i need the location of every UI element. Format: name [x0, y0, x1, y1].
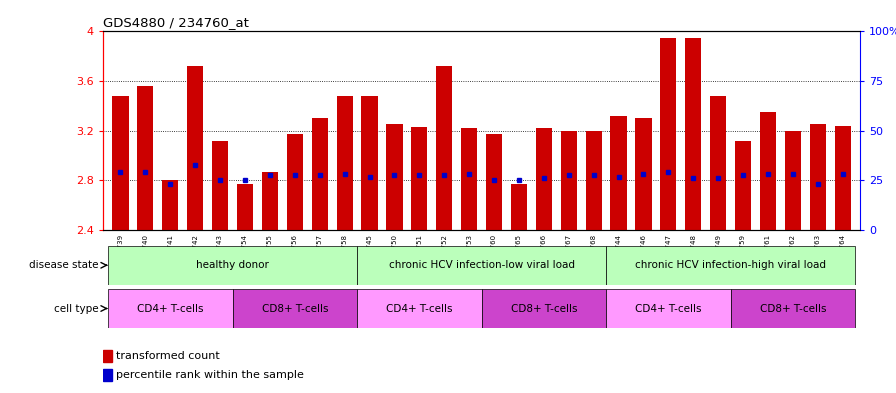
Bar: [358, 289, 482, 328]
Bar: [760, 112, 776, 230]
Bar: [735, 141, 751, 230]
Bar: [187, 66, 203, 230]
Bar: [461, 128, 478, 230]
Text: CD8+ T-cells: CD8+ T-cells: [511, 303, 577, 314]
Text: cell type: cell type: [54, 303, 99, 314]
Text: chronic HCV infection-low viral load: chronic HCV infection-low viral load: [389, 260, 574, 270]
Bar: [536, 128, 552, 230]
Bar: [287, 134, 303, 230]
Bar: [233, 289, 358, 328]
Bar: [103, 369, 112, 381]
Bar: [358, 246, 606, 285]
Bar: [212, 141, 228, 230]
Text: CD4+ T-cells: CD4+ T-cells: [386, 303, 452, 314]
Bar: [486, 134, 502, 230]
Bar: [411, 127, 427, 230]
Bar: [785, 130, 801, 230]
Bar: [711, 96, 727, 230]
Bar: [337, 96, 353, 230]
Text: percentile rank within the sample: percentile rank within the sample: [116, 370, 304, 380]
Bar: [810, 125, 826, 230]
Bar: [162, 180, 178, 230]
Bar: [436, 66, 452, 230]
Bar: [137, 86, 153, 230]
Bar: [103, 350, 112, 362]
Text: chronic HCV infection-high viral load: chronic HCV infection-high viral load: [635, 260, 826, 270]
Bar: [730, 289, 855, 328]
Bar: [262, 172, 278, 230]
Bar: [635, 118, 651, 230]
Bar: [606, 246, 855, 285]
Text: healthy donor: healthy donor: [196, 260, 269, 270]
Bar: [361, 96, 377, 230]
Bar: [237, 184, 253, 230]
Bar: [386, 125, 402, 230]
Bar: [108, 246, 358, 285]
Bar: [482, 289, 606, 328]
Bar: [108, 289, 233, 328]
Bar: [586, 130, 602, 230]
Bar: [610, 116, 626, 230]
Text: CD8+ T-cells: CD8+ T-cells: [760, 303, 826, 314]
Text: CD8+ T-cells: CD8+ T-cells: [262, 303, 328, 314]
Bar: [312, 118, 328, 230]
Bar: [112, 96, 128, 230]
Bar: [685, 38, 702, 230]
Text: disease state: disease state: [29, 260, 99, 270]
Bar: [835, 126, 851, 230]
Text: GDS4880 / 234760_at: GDS4880 / 234760_at: [103, 16, 249, 29]
Bar: [660, 38, 676, 230]
Text: CD4+ T-cells: CD4+ T-cells: [635, 303, 702, 314]
Text: CD4+ T-cells: CD4+ T-cells: [137, 303, 203, 314]
Bar: [511, 184, 527, 230]
Text: transformed count: transformed count: [116, 351, 220, 361]
Bar: [606, 289, 730, 328]
Bar: [561, 130, 577, 230]
